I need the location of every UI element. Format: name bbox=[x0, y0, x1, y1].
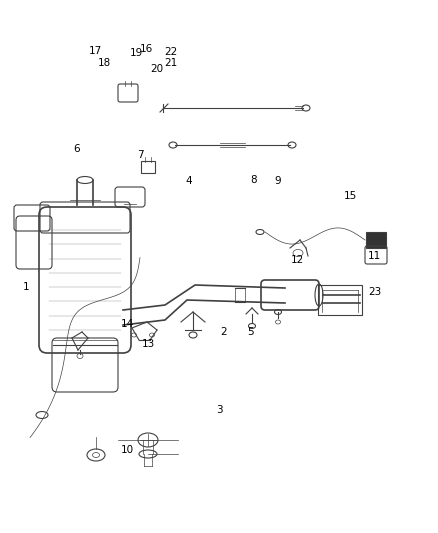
Text: 12: 12 bbox=[290, 255, 304, 265]
Text: 17: 17 bbox=[89, 46, 102, 56]
Text: 9: 9 bbox=[275, 176, 282, 186]
Text: 20: 20 bbox=[150, 64, 163, 74]
Text: 18: 18 bbox=[98, 58, 111, 68]
Text: 5: 5 bbox=[247, 327, 254, 336]
Text: 8: 8 bbox=[251, 175, 258, 185]
Bar bbox=[318, 285, 362, 315]
Text: 11: 11 bbox=[368, 251, 381, 261]
Text: 22: 22 bbox=[164, 47, 177, 57]
Text: 21: 21 bbox=[164, 58, 177, 68]
Text: 14: 14 bbox=[120, 319, 134, 329]
Text: 4: 4 bbox=[185, 176, 192, 186]
Text: 2: 2 bbox=[220, 327, 227, 336]
Text: 23: 23 bbox=[368, 287, 381, 297]
Text: 6: 6 bbox=[73, 144, 80, 154]
Text: 16: 16 bbox=[140, 44, 153, 54]
Text: 19: 19 bbox=[130, 49, 143, 58]
Text: 10: 10 bbox=[120, 446, 134, 455]
Text: 13: 13 bbox=[142, 340, 155, 349]
FancyBboxPatch shape bbox=[366, 232, 386, 248]
Text: 1: 1 bbox=[23, 282, 30, 292]
Text: 15: 15 bbox=[344, 191, 357, 201]
Text: 3: 3 bbox=[215, 406, 223, 415]
Text: 7: 7 bbox=[137, 150, 144, 159]
